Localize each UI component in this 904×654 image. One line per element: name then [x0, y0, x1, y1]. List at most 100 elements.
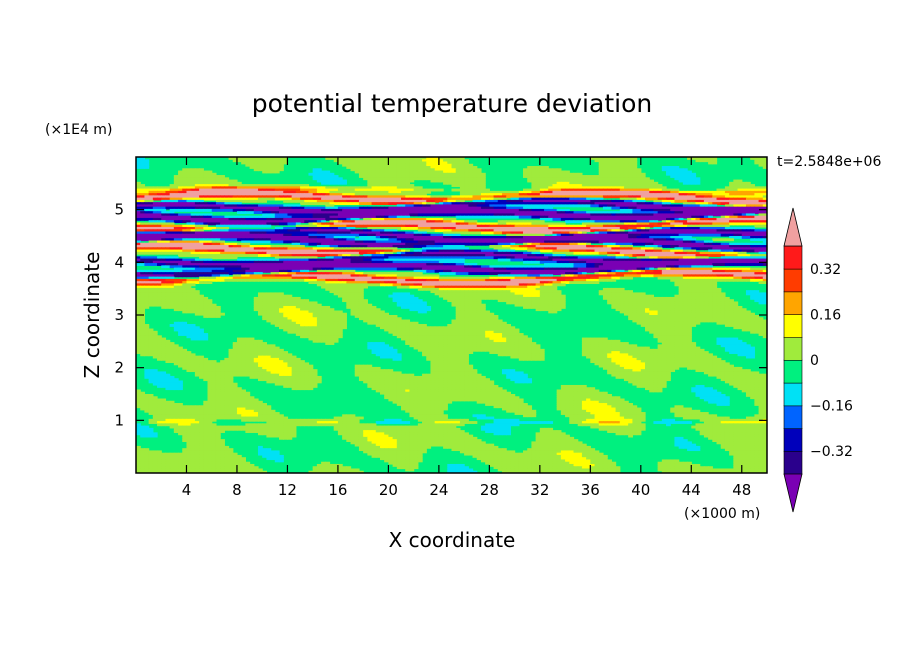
contour-cell [295, 193, 301, 196]
contour-cell [388, 197, 394, 201]
contour-cell [464, 197, 469, 201]
contour-cell [401, 172, 406, 176]
contour-cell [401, 226, 406, 230]
contour-cell [733, 195, 739, 199]
contour-cell [544, 179, 549, 183]
contour-cell [438, 159, 444, 163]
contour-cell [523, 190, 528, 194]
contour-cell [657, 188, 663, 192]
contour-cell [342, 159, 347, 163]
contour-cell [367, 181, 373, 185]
contour-cell [497, 195, 503, 199]
contour-cell [476, 179, 482, 183]
contour-cell [573, 177, 579, 181]
contour-cell [262, 159, 268, 163]
contour-cell [649, 224, 655, 228]
contour-cell [594, 197, 600, 201]
contour-cell [632, 168, 638, 172]
contour-cell [363, 170, 368, 174]
contour-cell [480, 197, 486, 201]
contour-cell [422, 157, 427, 160]
contour-cell [754, 197, 760, 201]
contour-cell [560, 170, 566, 174]
contour-cell [232, 184, 238, 187]
contour-cell [392, 249, 398, 253]
contour-cell [476, 170, 482, 174]
contour-cell [401, 170, 406, 174]
contour-cell [396, 245, 402, 248]
contour-cell [253, 240, 259, 244]
contour-cell [354, 202, 360, 205]
contour-cell [480, 193, 486, 196]
contour-cell [270, 170, 276, 174]
contour-cell [468, 177, 474, 181]
contour-cell [363, 190, 368, 194]
contour-cell [523, 199, 528, 203]
contour-cell [598, 177, 604, 181]
contour-cell [607, 179, 612, 183]
contour-cell [464, 181, 469, 185]
contour-cell [451, 199, 457, 203]
contour-cell [674, 175, 680, 178]
contour-cell [413, 166, 419, 169]
contour-cell [501, 199, 507, 203]
contour-cell [308, 193, 314, 196]
contour-cell [232, 208, 238, 212]
contour-cell [220, 186, 225, 190]
contour-cell [565, 220, 570, 224]
contour-cell [615, 181, 621, 185]
contour-cell [388, 199, 394, 203]
contour-cell [409, 159, 415, 163]
contour-cell [358, 161, 364, 165]
contour-cell [489, 245, 495, 248]
contour-cell [758, 186, 764, 190]
contour-cell [598, 197, 604, 201]
contour-cell [363, 197, 368, 201]
contour-cell [207, 179, 213, 183]
contour-cell [745, 190, 751, 194]
contour-cell [687, 193, 692, 196]
contour-cell [165, 197, 171, 201]
contour-cell [367, 159, 373, 163]
contour-cell [287, 197, 293, 201]
contour-cell [745, 193, 751, 196]
contour-cell [300, 195, 305, 199]
contour-cell [409, 190, 415, 194]
contour-cell [548, 179, 554, 183]
contour-cell [346, 161, 352, 165]
contour-cell [472, 177, 478, 181]
contour-cell [594, 195, 600, 199]
contour-cell [762, 197, 767, 201]
contour-cell [321, 177, 326, 181]
contour-cell [640, 175, 646, 178]
contour-cell [489, 199, 495, 203]
contour-cell [257, 166, 263, 169]
contour-cell [451, 181, 457, 185]
contour-cell [165, 251, 171, 255]
contour-cell [342, 179, 347, 183]
contour-cell [165, 193, 171, 196]
contour-cell [598, 188, 604, 192]
contour-cell [144, 199, 150, 203]
contour-cell [266, 195, 272, 199]
contour-cell [472, 195, 478, 199]
contour-cell [594, 193, 600, 196]
contour-cell [565, 181, 570, 185]
contour-cell [262, 157, 268, 160]
contour-cell [741, 197, 747, 201]
contour-cell [607, 163, 612, 167]
contour-cell [577, 186, 583, 190]
contour-cell [182, 197, 188, 201]
contour-cell [405, 190, 411, 194]
contour-cell [430, 166, 436, 169]
contour-cell [708, 193, 713, 196]
contour-cell [417, 177, 423, 181]
contour-cell [346, 163, 352, 167]
contour-cell [737, 181, 743, 185]
contour-cell [649, 184, 655, 187]
contour-cell [266, 193, 272, 196]
contour-cell [194, 197, 200, 201]
contour-cell [312, 186, 318, 190]
contour-cell [560, 193, 566, 196]
contour-cell [379, 195, 385, 199]
